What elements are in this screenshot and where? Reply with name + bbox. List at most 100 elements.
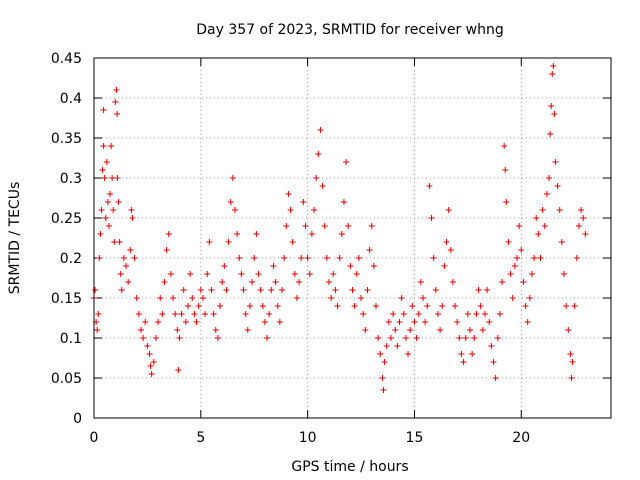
- chart-title: Day 357 of 2023, SRMTID for receiver whn…: [196, 22, 504, 38]
- data-point: [174, 327, 181, 333]
- data-point: [212, 327, 219, 333]
- data-point: [405, 351, 412, 357]
- data-point: [539, 207, 546, 213]
- data-point: [424, 303, 431, 309]
- data-point: [129, 215, 136, 221]
- data-point: [441, 263, 448, 269]
- data-point: [317, 127, 324, 133]
- data-point: [426, 183, 433, 189]
- data-point: [383, 343, 390, 349]
- data-point: [319, 183, 326, 189]
- data-point: [118, 287, 125, 293]
- y-tick-label: 0.05: [51, 371, 82, 387]
- data-point: [242, 311, 249, 317]
- data-point: [191, 311, 198, 317]
- data-point: [178, 311, 185, 317]
- y-tick-label: 0: [73, 411, 82, 427]
- data-point: [479, 327, 486, 333]
- data-point: [261, 319, 268, 325]
- data-point: [473, 311, 480, 317]
- data-point: [302, 223, 309, 229]
- data-point: [481, 311, 488, 317]
- data-point: [514, 255, 520, 261]
- data-point: [390, 311, 397, 317]
- data-point: [244, 327, 251, 333]
- data-point: [520, 279, 527, 285]
- data-point: [131, 255, 138, 261]
- data-point: [582, 231, 589, 237]
- data-point: [496, 311, 503, 317]
- data-point: [343, 159, 350, 165]
- data-point: [97, 231, 104, 237]
- data-point: [199, 295, 206, 301]
- data-point: [227, 199, 234, 205]
- data-point: [526, 295, 533, 301]
- data-point: [180, 287, 187, 293]
- data-point: [347, 263, 354, 269]
- data-point: [148, 371, 155, 377]
- data-point: [102, 215, 109, 221]
- data-point: [105, 223, 112, 229]
- data-point: [379, 375, 386, 381]
- data-point: [464, 311, 471, 317]
- data-point: [501, 143, 508, 149]
- data-point: [249, 279, 256, 285]
- data-point: [167, 271, 174, 277]
- data-point: [554, 183, 561, 189]
- data-point: [334, 303, 341, 309]
- data-point: [298, 255, 305, 261]
- data-point: [445, 207, 452, 213]
- data-point: [375, 335, 382, 341]
- data-point: [270, 263, 277, 269]
- data-point: [548, 103, 555, 109]
- data-point: [415, 311, 422, 317]
- y-tick-label: 0.3: [60, 171, 82, 187]
- data-point: [454, 319, 461, 325]
- data-point: [492, 375, 499, 381]
- data-point: [345, 223, 352, 229]
- data-point: [293, 295, 300, 301]
- data-point: [488, 343, 495, 349]
- data-point: [197, 287, 204, 293]
- data-point: [155, 319, 162, 325]
- data-point: [315, 151, 322, 157]
- data-point: [98, 207, 105, 213]
- x-tick-label: 0: [90, 430, 99, 446]
- data-point: [458, 351, 465, 357]
- data-point: [257, 287, 264, 293]
- data-point: [123, 263, 130, 269]
- data-point: [326, 279, 332, 285]
- data-point: [338, 231, 345, 237]
- data-point: [381, 359, 388, 365]
- data-point: [152, 335, 159, 341]
- data-point: [413, 335, 420, 341]
- data-point: [285, 191, 292, 197]
- data-point: [264, 335, 271, 341]
- data-point: [276, 319, 283, 325]
- data-point: [99, 167, 106, 173]
- data-point: [563, 303, 570, 309]
- data-point: [340, 199, 347, 205]
- x-axis-label: GPS time / hours: [291, 459, 408, 475]
- data-point: [467, 327, 473, 333]
- data-point: [396, 319, 403, 325]
- data-point: [133, 295, 140, 301]
- data-point: [355, 255, 362, 261]
- data-point: [505, 239, 512, 245]
- data-point: [430, 255, 437, 261]
- data-point: [117, 271, 124, 277]
- data-point: [157, 295, 164, 301]
- data-point: [524, 319, 531, 325]
- data-point: [556, 207, 563, 213]
- data-point: [306, 271, 313, 277]
- plot-frame: [93, 57, 612, 419]
- data-point: [380, 387, 387, 393]
- data-point: [503, 199, 510, 205]
- axis-ticks: 0 0.05 0.1 0.15 0.2 0.25 0.3 0.35 0.4 0.45 0 5 10 15 2…: [51, 51, 611, 446]
- data-point: [578, 207, 585, 213]
- x-tick-label: 5: [196, 430, 205, 446]
- y-tick-label: 0.4: [60, 91, 82, 107]
- data-point: [575, 223, 582, 229]
